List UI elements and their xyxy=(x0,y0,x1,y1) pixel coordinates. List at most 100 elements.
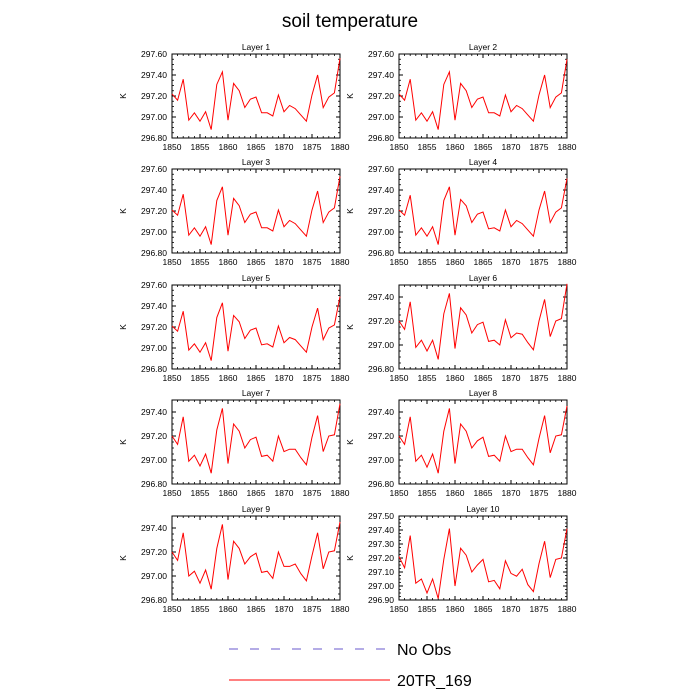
x-tick-label: 1850 xyxy=(163,142,182,152)
x-tick-label: 1870 xyxy=(502,373,521,383)
plot-frame xyxy=(171,53,341,139)
x-tick-label: 1865 xyxy=(474,488,493,498)
x-tick-label: 1880 xyxy=(331,604,350,614)
x-tick-label: 1870 xyxy=(275,604,294,614)
x-tick-label: 1865 xyxy=(247,488,266,498)
panel-title: Layer 3 xyxy=(242,157,271,167)
y-tick-label: 297.60 xyxy=(368,164,394,174)
y-tick-label: 297.40 xyxy=(368,407,394,417)
y-tick-label: 296.90 xyxy=(368,595,394,605)
x-tick-label: 1850 xyxy=(163,373,182,383)
y-tick-label: 297.40 xyxy=(141,70,167,80)
y-tick-label: 297.00 xyxy=(368,227,394,237)
x-tick-label: 1850 xyxy=(163,604,182,614)
y-axis-label: K xyxy=(345,208,355,214)
x-tick-label: 1865 xyxy=(474,373,493,383)
panel-8: Layer 8 296.80 297.00 297.20 297.40 1850 1855 1… xyxy=(345,388,577,498)
x-tick-label: 1875 xyxy=(303,604,322,614)
panel-9: Layer 9 296.80 297.00 297.20 297.40 1850 1855 1… xyxy=(118,504,350,614)
y-tick-label: 296.80 xyxy=(141,364,167,374)
x-tick-label: 1855 xyxy=(191,488,210,498)
x-tick-label: 1860 xyxy=(446,142,465,152)
y-tick-label: 297.40 xyxy=(368,525,394,535)
x-tick-label: 1880 xyxy=(558,373,577,383)
plot-frame xyxy=(398,284,568,370)
x-tick-label: 1850 xyxy=(390,257,409,267)
x-tick-label: 1880 xyxy=(558,142,577,152)
x-tick-label: 1865 xyxy=(474,604,493,614)
y-tick-label: 296.80 xyxy=(368,364,394,374)
panel-title: Layer 6 xyxy=(469,273,498,283)
x-tick-label: 1860 xyxy=(219,373,238,383)
y-tick-label: 297.60 xyxy=(141,164,167,174)
y-tick-label: 297.40 xyxy=(368,185,394,195)
x-tick-label: 1855 xyxy=(191,257,210,267)
y-tick-label: 297.20 xyxy=(141,547,167,557)
y-tick-label: 296.80 xyxy=(368,133,394,143)
y-tick-label: 297.20 xyxy=(141,431,167,441)
x-tick-label: 1875 xyxy=(530,604,549,614)
series-line xyxy=(171,176,341,245)
panel-7: Layer 7 296.80 297.00 297.20 297.40 1850 1855 1… xyxy=(118,388,350,498)
panel-title: Layer 7 xyxy=(242,388,271,398)
y-tick-label: 297.40 xyxy=(368,70,394,80)
y-tick-label: 297.60 xyxy=(141,49,167,59)
x-tick-label: 1880 xyxy=(331,142,350,152)
x-tick-label: 1880 xyxy=(331,257,350,267)
plot-frame xyxy=(171,399,341,485)
y-tick-label: 297.20 xyxy=(141,206,167,216)
y-tick-label: 296.80 xyxy=(141,479,167,489)
y-tick-label: 297.20 xyxy=(141,91,167,101)
x-tick-label: 1870 xyxy=(502,142,521,152)
series-line xyxy=(171,296,341,361)
x-tick-label: 1855 xyxy=(418,604,437,614)
x-tick-label: 1850 xyxy=(390,373,409,383)
x-tick-label: 1865 xyxy=(474,142,493,152)
x-tick-label: 1870 xyxy=(275,257,294,267)
panel-title: Layer 1 xyxy=(242,42,271,52)
y-tick-label: 297.40 xyxy=(141,185,167,195)
y-tick-label: 297.00 xyxy=(141,455,167,465)
legend-label: 20TR_169 xyxy=(397,673,472,690)
x-tick-label: 1865 xyxy=(247,142,266,152)
y-axis-label: K xyxy=(118,324,128,330)
y-tick-label: 297.40 xyxy=(368,292,394,302)
x-tick-label: 1860 xyxy=(219,488,238,498)
panel-4: Layer 4 296.80 297.00 297.20 297.40 297.60 185… xyxy=(345,157,577,267)
x-tick-label: 1850 xyxy=(390,488,409,498)
panel-title: Layer 2 xyxy=(469,42,498,52)
y-tick-label: 297.00 xyxy=(368,340,394,350)
x-tick-label: 1860 xyxy=(446,373,465,383)
x-tick-label: 1875 xyxy=(530,488,549,498)
x-tick-label: 1870 xyxy=(502,257,521,267)
panel-2: Layer 2 296.80 297.00 297.20 297.40 297.60 185… xyxy=(345,42,577,152)
y-tick-label: 297.20 xyxy=(368,553,394,563)
plot-frame xyxy=(171,284,341,370)
x-tick-label: 1850 xyxy=(390,604,409,614)
y-tick-label: 297.60 xyxy=(141,280,167,290)
x-tick-label: 1850 xyxy=(163,257,182,267)
y-tick-label: 296.80 xyxy=(141,133,167,143)
panel-6: Layer 6 296.80 297.00 297.20 297.40 1850 1855 1… xyxy=(345,273,577,383)
y-axis-label: K xyxy=(345,93,355,99)
panel-title: Layer 5 xyxy=(242,273,271,283)
y-tick-label: 297.50 xyxy=(368,511,394,521)
y-tick-label: 297.00 xyxy=(368,455,394,465)
x-tick-label: 1860 xyxy=(446,257,465,267)
x-tick-label: 1855 xyxy=(191,373,210,383)
x-tick-label: 1870 xyxy=(275,373,294,383)
x-tick-label: 1855 xyxy=(418,488,437,498)
x-tick-label: 1860 xyxy=(219,142,238,152)
x-tick-label: 1855 xyxy=(191,142,210,152)
plot-frame xyxy=(171,515,341,601)
y-axis-label: K xyxy=(118,208,128,214)
x-tick-label: 1865 xyxy=(474,257,493,267)
series-line xyxy=(398,178,568,245)
y-axis-label: K xyxy=(118,555,128,561)
series-line xyxy=(398,528,568,599)
y-axis-label: K xyxy=(345,555,355,561)
x-tick-label: 1870 xyxy=(275,488,294,498)
y-axis-label: K xyxy=(118,439,128,445)
series-line xyxy=(171,521,341,590)
